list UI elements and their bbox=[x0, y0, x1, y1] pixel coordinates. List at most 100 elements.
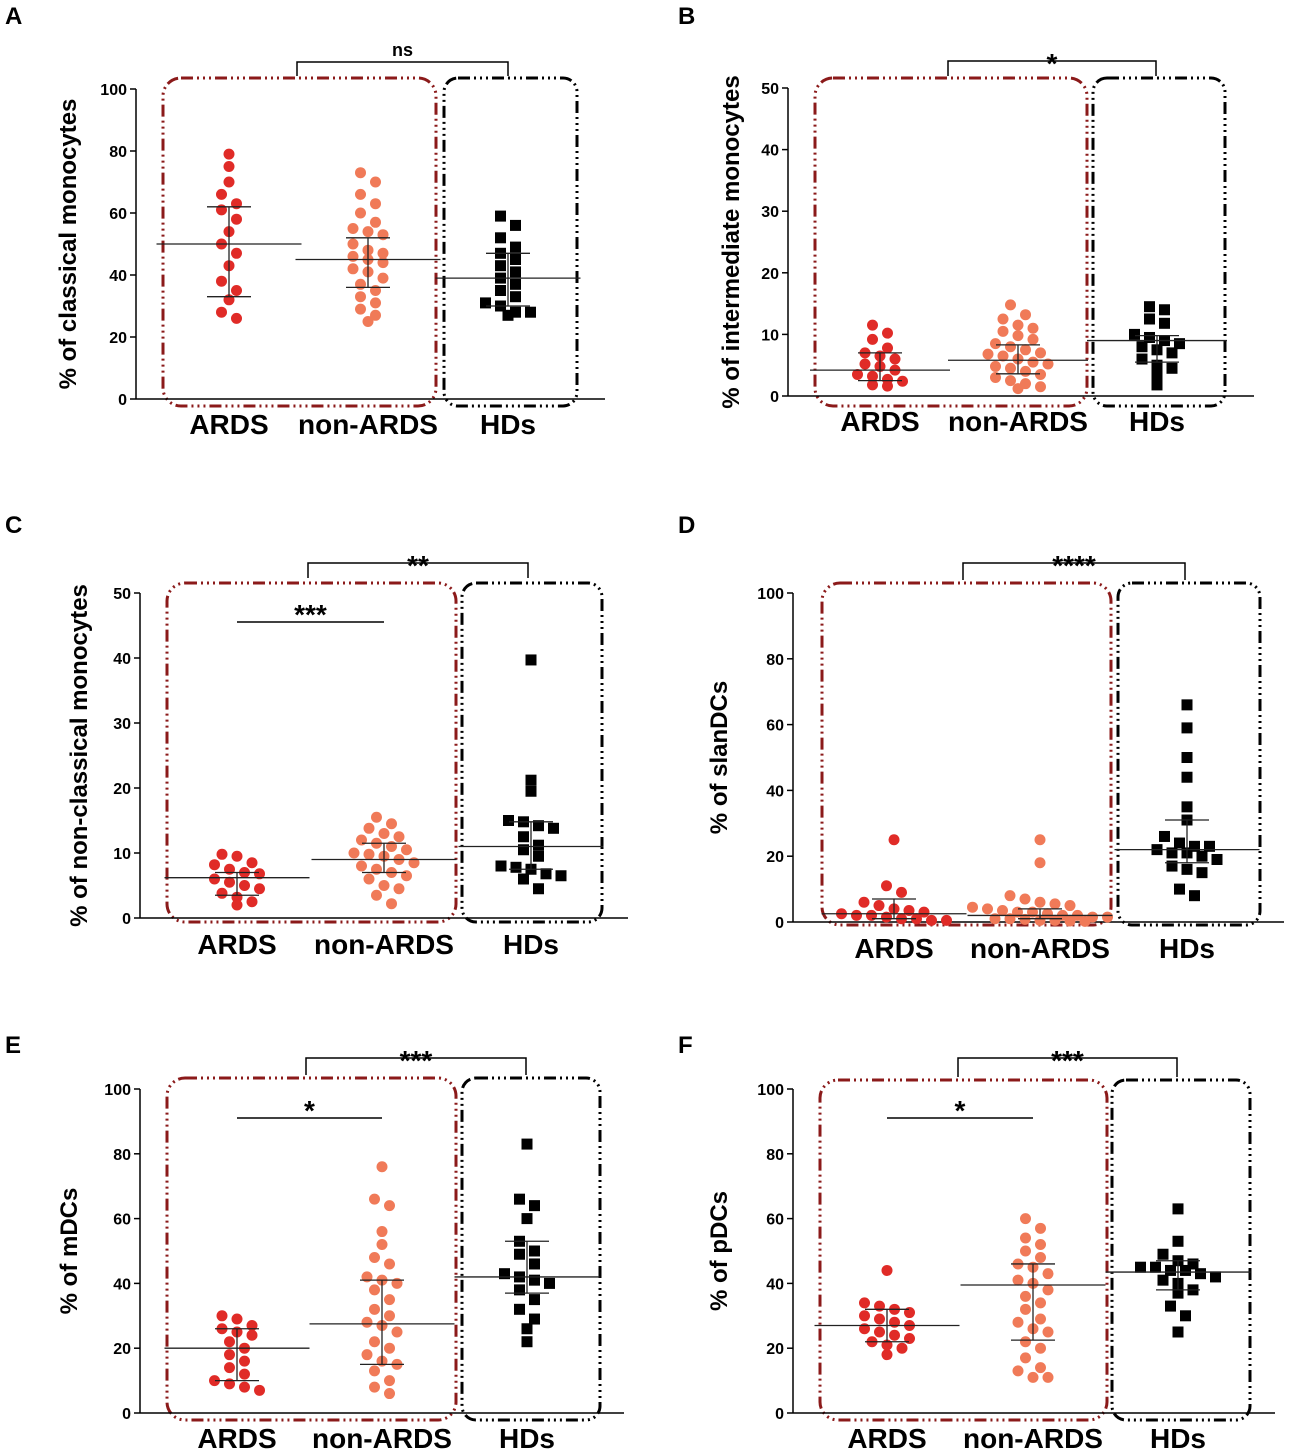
data-point bbox=[510, 306, 521, 318]
data-point bbox=[1049, 914, 1061, 926]
data-point bbox=[941, 914, 952, 926]
data-point bbox=[377, 272, 389, 284]
panel-letter: F bbox=[678, 1032, 693, 1059]
data-point bbox=[224, 876, 235, 888]
data-point bbox=[1027, 322, 1039, 334]
data-point bbox=[997, 325, 1009, 337]
data-point bbox=[510, 278, 521, 290]
data-point bbox=[529, 1274, 540, 1286]
data-point bbox=[1165, 1264, 1176, 1276]
patients-box bbox=[165, 1076, 458, 1422]
significance-bracket bbox=[947, 60, 1157, 76]
significance-label: *** bbox=[294, 599, 327, 630]
data-point bbox=[1020, 1232, 1031, 1244]
category-label: HDs bbox=[1129, 406, 1185, 437]
data-point bbox=[384, 1375, 395, 1387]
data-point bbox=[1012, 1316, 1024, 1328]
data-point bbox=[521, 1138, 533, 1150]
data-point bbox=[1157, 1274, 1169, 1286]
data-point bbox=[401, 844, 412, 856]
category-label: ARDS bbox=[854, 933, 933, 964]
y-tick-label: 80 bbox=[766, 1147, 784, 1164]
y-tick-label: 100 bbox=[100, 82, 127, 99]
data-point bbox=[533, 850, 544, 862]
data-point bbox=[881, 1264, 893, 1276]
data-point bbox=[216, 887, 228, 899]
data-point bbox=[216, 204, 227, 216]
data-point bbox=[1181, 801, 1193, 813]
data-point bbox=[882, 327, 893, 339]
series-non-ards bbox=[295, 167, 441, 327]
data-point bbox=[231, 198, 242, 210]
data-point bbox=[503, 815, 514, 826]
data-point bbox=[1196, 867, 1208, 879]
data-point bbox=[1020, 1352, 1031, 1364]
data-point bbox=[867, 370, 878, 382]
category-label: non-ARDS bbox=[970, 933, 1110, 964]
data-point bbox=[1181, 771, 1193, 783]
data-point bbox=[1035, 1222, 1046, 1234]
significance-bracket bbox=[296, 61, 509, 76]
data-point bbox=[873, 900, 885, 912]
data-point bbox=[1020, 1336, 1031, 1348]
y-tick-label: 40 bbox=[766, 1276, 784, 1293]
data-point bbox=[1042, 908, 1053, 920]
panel-letter: E bbox=[5, 1032, 21, 1059]
data-point bbox=[231, 312, 242, 324]
data-point bbox=[889, 353, 901, 365]
data-point bbox=[1012, 319, 1024, 331]
data-point bbox=[911, 913, 922, 925]
data-point bbox=[369, 1303, 380, 1315]
data-point bbox=[529, 1294, 540, 1306]
data-point bbox=[990, 338, 1001, 350]
data-point bbox=[1174, 883, 1185, 895]
y-tick-label: 0 bbox=[770, 389, 779, 406]
category-label: HDs bbox=[499, 1423, 555, 1454]
data-point bbox=[376, 1239, 388, 1251]
panel-letter: B bbox=[678, 3, 695, 30]
y-tick-label: 30 bbox=[113, 716, 131, 733]
data-point bbox=[525, 774, 537, 786]
panel-letter: D bbox=[678, 512, 695, 539]
data-point bbox=[386, 898, 397, 910]
hds-box bbox=[460, 1076, 602, 1422]
data-point bbox=[1196, 850, 1208, 862]
y-axis-label: % of classical monocytes bbox=[55, 99, 82, 390]
y-tick-label: 100 bbox=[757, 586, 784, 603]
data-point bbox=[371, 889, 382, 901]
category-label: non-ARDS bbox=[314, 929, 454, 960]
data-point bbox=[361, 1316, 373, 1328]
data-point bbox=[377, 229, 389, 241]
data-point bbox=[525, 654, 537, 666]
data-point bbox=[1020, 365, 1031, 377]
data-point bbox=[1204, 840, 1215, 852]
data-point bbox=[1165, 1300, 1176, 1312]
y-tick-label: 40 bbox=[113, 651, 131, 668]
data-point bbox=[369, 1193, 380, 1205]
data-point bbox=[216, 275, 227, 287]
data-point bbox=[1035, 1362, 1046, 1374]
panel-b: B 0 10 20 30 40 50 % of intermediate monocytes A… bbox=[678, 3, 1254, 437]
data-point bbox=[480, 297, 491, 309]
data-point bbox=[246, 1329, 258, 1341]
series-hds bbox=[458, 654, 604, 895]
data-point bbox=[355, 303, 366, 315]
y-axis-label: % of non-classical monocytes bbox=[66, 584, 93, 927]
data-point bbox=[223, 148, 235, 160]
data-point bbox=[369, 1284, 380, 1296]
data-point bbox=[888, 834, 900, 846]
category-label: ARDS bbox=[189, 409, 268, 440]
significance-label: **** bbox=[1052, 550, 1096, 581]
y-tick-label: 100 bbox=[104, 1082, 131, 1099]
data-point bbox=[370, 198, 381, 210]
series-hds bbox=[1087, 301, 1227, 391]
data-point bbox=[518, 873, 529, 885]
significance-bracket bbox=[305, 1057, 527, 1075]
data-point bbox=[231, 899, 243, 911]
data-point bbox=[529, 1313, 540, 1325]
data-point bbox=[548, 822, 559, 834]
data-point bbox=[362, 316, 374, 327]
data-point bbox=[867, 379, 878, 391]
data-point bbox=[393, 883, 405, 895]
data-point bbox=[370, 309, 381, 321]
